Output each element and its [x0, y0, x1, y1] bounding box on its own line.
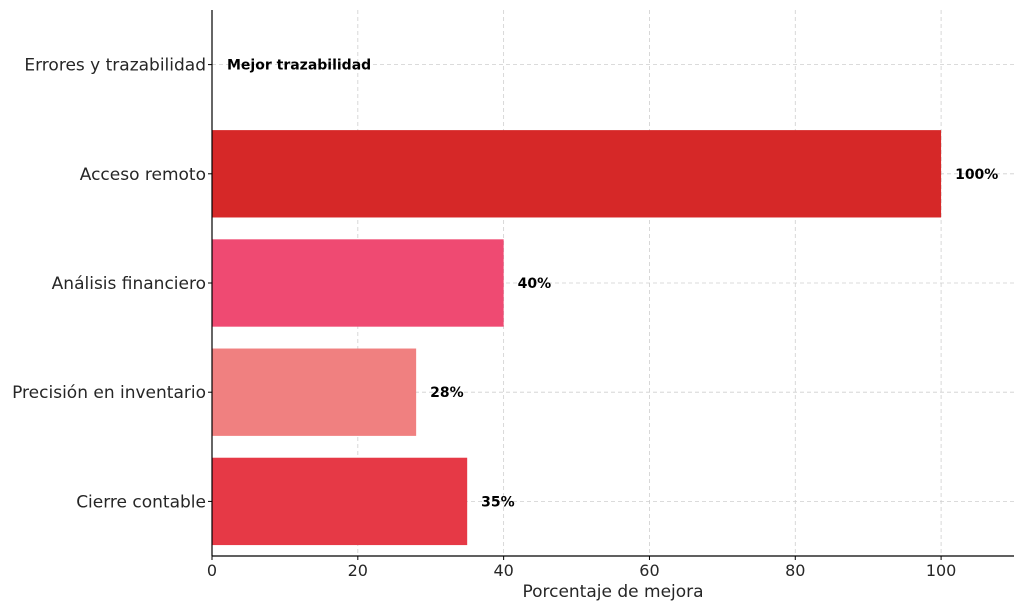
x-tick-label: 40: [493, 561, 513, 580]
y-tick-label: Errores y trazabilidad: [24, 56, 206, 76]
bar: [212, 239, 504, 327]
bar-value-label: 35%: [481, 494, 515, 510]
x-tick-label: 20: [348, 561, 368, 580]
bar: [212, 348, 417, 436]
bar: [212, 130, 942, 218]
bar-value-label: 28%: [430, 385, 464, 401]
bar-value-label: 40%: [518, 276, 552, 292]
y-tick-label: Precisión en inventario: [12, 383, 206, 403]
y-tick-label: Cierre contable: [76, 492, 206, 512]
x-axis-title: Porcentaje de mejora: [522, 582, 703, 602]
y-tick-label: Acceso remoto: [80, 165, 206, 185]
bar-value-label: 100%: [955, 167, 998, 183]
y-tick-label: Análisis financiero: [52, 274, 206, 294]
x-tick-label: 0: [207, 561, 217, 580]
bar: [212, 457, 468, 546]
x-tick-label: 60: [639, 561, 659, 580]
ticks-layer: Cierre contable Precisión en inventario An…: [12, 56, 956, 580]
data-labels-layer: 35% 28% 40% 100% Mejor trazabilidad: [227, 58, 998, 511]
bar-value-label: Mejor trazabilidad: [227, 58, 371, 74]
x-tick-label: 80: [785, 561, 805, 580]
x-tick-label: 100: [926, 561, 957, 580]
bars-layer: [212, 130, 942, 546]
